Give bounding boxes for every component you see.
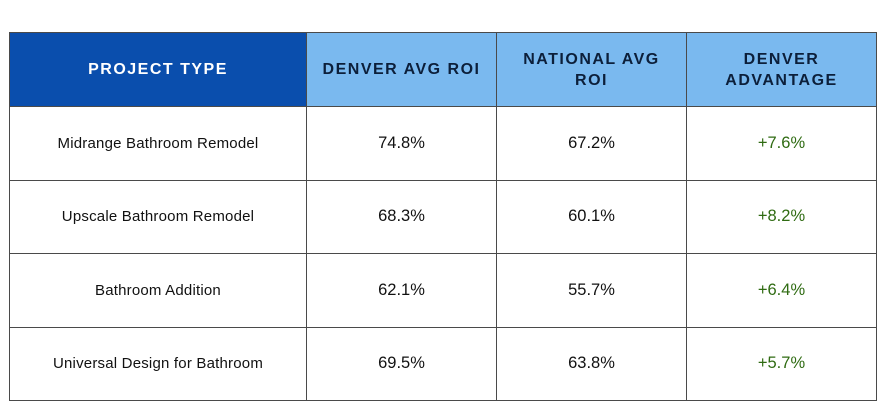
table-row: Universal Design for Bathroom 69.5% 63.8…	[9, 326, 877, 401]
cell-project-type: Universal Design for Bathroom	[9, 326, 307, 401]
cell-project-type: Midrange Bathroom Remodel	[9, 106, 307, 181]
cell-denver-roi: 69.5%	[306, 326, 497, 401]
cell-national-roi: 67.2%	[496, 106, 687, 181]
cell-denver-roi: 68.3%	[306, 179, 497, 254]
header-project-type: PROJECT TYPE	[9, 32, 307, 107]
roi-comparison-table: PROJECT TYPE DENVER AVG ROI NATIONAL AVG…	[9, 32, 877, 401]
cell-denver-roi: 74.8%	[306, 106, 497, 181]
cell-national-roi: 60.1%	[496, 179, 687, 254]
cell-denver-advantage: +5.7%	[686, 326, 877, 401]
cell-denver-advantage: +7.6%	[686, 106, 877, 181]
cell-national-roi: 55.7%	[496, 253, 687, 328]
table-row: Upscale Bathroom Remodel 68.3% 60.1% +8.…	[9, 179, 877, 254]
cell-project-type: Bathroom Addition	[9, 253, 307, 328]
cell-project-type: Upscale Bathroom Remodel	[9, 179, 307, 254]
header-denver-avg-roi: DENVER AVG ROI	[306, 32, 497, 107]
cell-denver-advantage: +6.4%	[686, 253, 877, 328]
header-national-avg-roi: NATIONAL AVG ROI	[496, 32, 687, 107]
table-row: Bathroom Addition 62.1% 55.7% +6.4%	[9, 253, 877, 328]
header-denver-advantage: DENVER ADVANTAGE	[686, 32, 877, 107]
cell-denver-advantage: +8.2%	[686, 179, 877, 254]
cell-national-roi: 63.8%	[496, 326, 687, 401]
header-national-avg-roi-label: NATIONAL AVG ROI	[523, 50, 660, 89]
header-denver-advantage-label: DENVER ADVANTAGE	[725, 50, 838, 89]
header-row: PROJECT TYPE DENVER AVG ROI NATIONAL AVG…	[9, 32, 877, 107]
cell-denver-roi: 62.1%	[306, 253, 497, 328]
header-denver-avg-roi-label: DENVER AVG ROI	[322, 61, 481, 78]
table-row: Midrange Bathroom Remodel 74.8% 67.2% +7…	[9, 106, 877, 181]
